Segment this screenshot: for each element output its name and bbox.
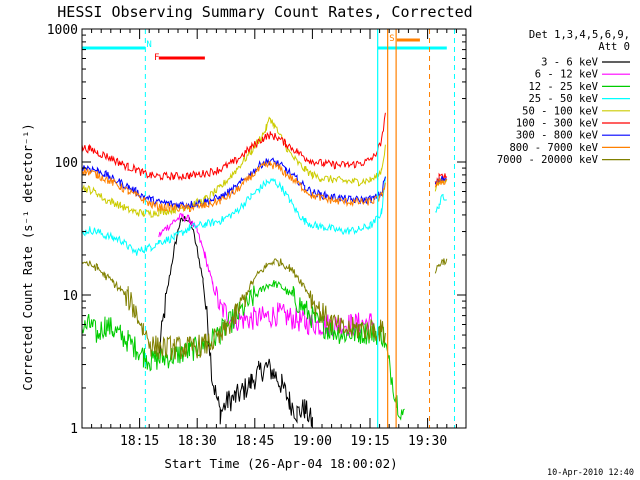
footer-date: 10-Apr-2010 12:40 — [547, 468, 634, 478]
legend-header-line-2: Att 0 — [598, 41, 630, 53]
series-line-4 — [81, 116, 448, 218]
series-line-0 — [158, 215, 313, 427]
legend-label-2: 12 - 25 keV — [528, 81, 598, 93]
x-tick-label-2: 18:45 — [235, 434, 274, 449]
x-axis-label: Start Time (26-Apr-04 18:00:02) — [164, 456, 397, 471]
series-line-7 — [81, 160, 447, 213]
x-tick-label-0: 18:15 — [120, 434, 159, 449]
x-tick-label-1: 18:30 — [178, 434, 217, 449]
x-tick-label-4: 19:15 — [350, 434, 389, 449]
x-tick-label-5: 19:30 — [408, 434, 447, 449]
legend-header-line-1: Det 1,3,4,5,6,9, — [529, 29, 630, 41]
chart-title: HESSI Observing Summary Count Rates, Cor… — [57, 3, 472, 21]
series-line-3 — [81, 176, 447, 256]
marker-label-F: F — [154, 53, 159, 63]
y-tick-label-0: 1 — [70, 422, 78, 437]
series-line-8 — [81, 258, 448, 360]
legend-label-6: 300 - 800 keV — [516, 130, 599, 142]
y-tick-label-2: 100 — [55, 156, 78, 171]
series-line-1 — [158, 212, 375, 337]
legend-label-0: 3 - 6 keV — [541, 57, 599, 69]
legend-label-8: 7000 - 20000 keV — [497, 154, 599, 166]
series-line-5 — [81, 112, 448, 187]
legend-label-3: 25 - 50 keV — [528, 93, 598, 105]
legend-label-4: 50 - 100 keV — [522, 105, 599, 117]
plot-frame — [81, 28, 467, 429]
legend-header: Det 1,3,4,5,6,9, Att 0 — [529, 29, 630, 53]
legend-label-5: 100 - 300 keV — [516, 118, 599, 130]
series-line-2 — [81, 279, 405, 421]
plot-area: NF S 1 10 100 1000 18:15 18:30 18:45 19:00 19:15 19… — [47, 23, 467, 449]
x-tick-label-3: 19:00 — [293, 434, 332, 449]
marker-label-S: S — [389, 34, 394, 44]
legend-label-7: 800 - 7000 keV — [509, 142, 598, 154]
marker-label-N: N — [146, 40, 151, 50]
y-tick-label-3: 1000 — [47, 23, 78, 38]
y-axis-label: Corrected Count Rate (s⁻¹ detector⁻¹) — [21, 123, 35, 390]
y-tick-label-1: 10 — [62, 289, 78, 304]
legend-label-1: 6 - 12 keV — [535, 69, 599, 81]
